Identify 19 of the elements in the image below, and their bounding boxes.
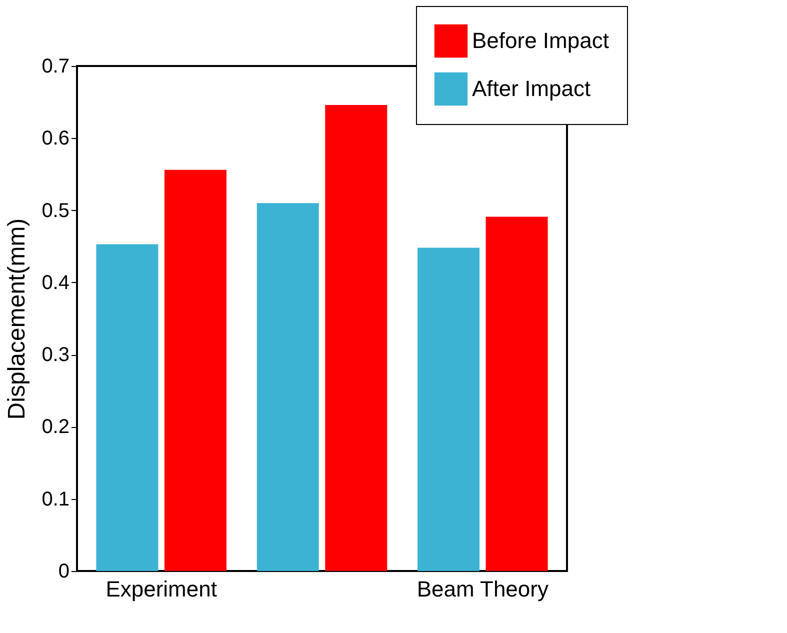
bar bbox=[164, 170, 226, 571]
legend-label: Before Impact bbox=[472, 28, 609, 53]
y-tick-label: 0 bbox=[58, 560, 70, 582]
y-tick-label: 0.3 bbox=[42, 344, 70, 366]
y-tick-label: 0.4 bbox=[42, 272, 70, 294]
bar bbox=[96, 244, 158, 571]
y-tick-label: 0.2 bbox=[42, 416, 70, 438]
bar bbox=[486, 216, 548, 571]
x-tick-label: Beam Theory bbox=[416, 576, 548, 602]
legend-label: After Impact bbox=[472, 76, 591, 101]
bar bbox=[256, 203, 319, 571]
bar bbox=[325, 104, 388, 571]
y-tick-label: 0.7 bbox=[42, 56, 70, 78]
bar bbox=[418, 248, 480, 571]
y-axis-title: Displacement(mm) bbox=[4, 218, 31, 420]
y-tick-label: 0.5 bbox=[42, 200, 70, 222]
y-tick-label: 0.6 bbox=[42, 128, 70, 150]
x-tick-label: Experiment bbox=[106, 576, 217, 602]
y-tick-label: 0.1 bbox=[42, 488, 70, 510]
